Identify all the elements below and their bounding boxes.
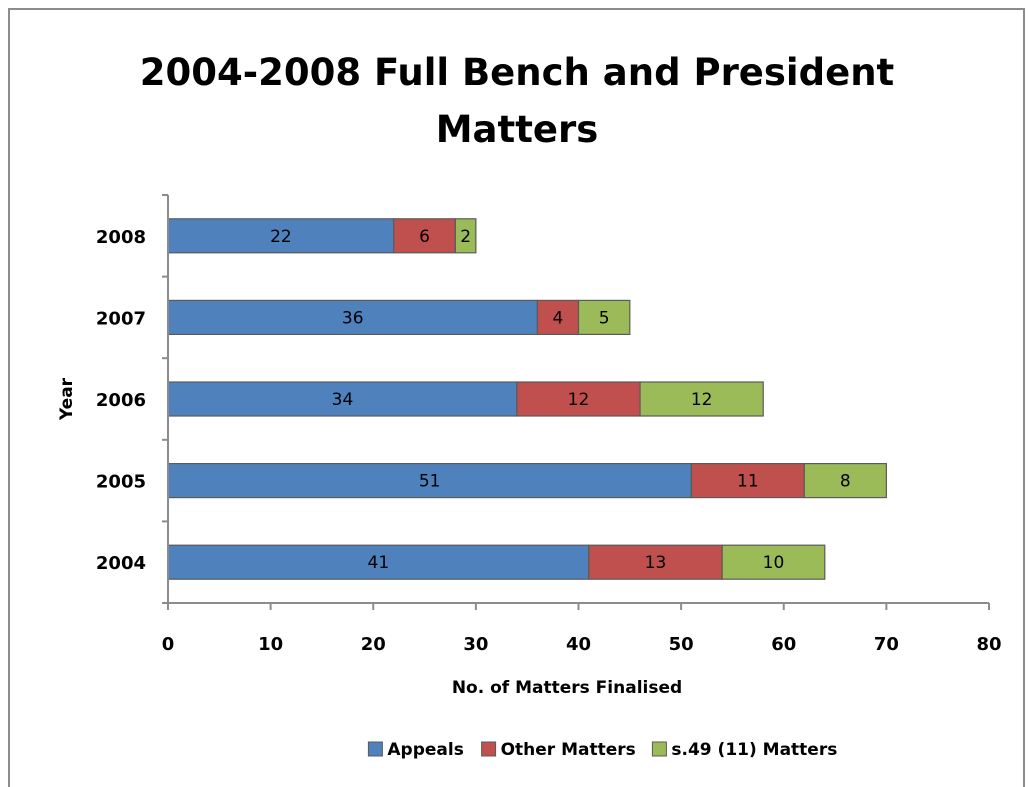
bar-2005-series-2 xyxy=(803,463,887,499)
data-label-2007-series-2: 5 xyxy=(599,308,610,328)
y-tick-label: 2007 xyxy=(96,308,146,329)
chart-title: 2004-2008 Full Bench and President Matte… xyxy=(140,51,894,151)
legend-label-2: s.49 (11) Matters xyxy=(671,740,837,760)
data-label-2006-series-1: 12 xyxy=(568,390,590,410)
x-tick-label: 40 xyxy=(566,634,591,655)
legend-swatch-1 xyxy=(481,741,497,757)
x-tick-label: 80 xyxy=(976,634,1001,655)
legend-label-0: Appeals xyxy=(387,740,463,760)
data-label-2004-series-2: 10 xyxy=(763,553,785,573)
data-label-2006-series-0: 34 xyxy=(332,390,354,410)
x-tick-label: 20 xyxy=(361,634,386,655)
y-axis-title: Year xyxy=(57,377,77,421)
x-tick-label: 10 xyxy=(258,634,283,655)
chart-frame xyxy=(8,8,1025,787)
y-tick-label: 2006 xyxy=(96,390,146,411)
data-label-2005-series-0: 51 xyxy=(419,472,441,492)
data-label-2005-series-1: 11 xyxy=(737,472,759,492)
x-tick-label: 70 xyxy=(874,634,899,655)
data-label-2008-series-1: 6 xyxy=(419,227,430,247)
data-label-2008-series-0: 22 xyxy=(270,227,292,247)
bar-2008-series-2 xyxy=(454,218,477,254)
legend: Appeals Other Matters s.49 (11) Matters xyxy=(367,740,837,760)
data-label-2005-series-2: 8 xyxy=(840,472,851,492)
data-label-2008-series-2: 2 xyxy=(460,227,471,247)
chart-title-line-2: Matters xyxy=(436,108,599,151)
x-tick-label: 30 xyxy=(463,634,488,655)
x-axis-title: No. of Matters Finalised xyxy=(452,678,682,698)
chart-title-line-1: 2004-2008 Full Bench and President xyxy=(140,51,894,94)
legend-swatch-0 xyxy=(367,741,383,757)
x-tick-label: 50 xyxy=(669,634,694,655)
bar-2008-series-1 xyxy=(393,218,456,254)
x-tick-label: 60 xyxy=(771,634,796,655)
legend-swatch-2 xyxy=(651,741,667,757)
bar-2007-series-2 xyxy=(577,299,631,335)
data-label-2006-series-2: 12 xyxy=(691,390,713,410)
bar-2007-series-0 xyxy=(167,299,539,335)
y-tick-label: 2008 xyxy=(96,227,146,248)
data-label-2004-series-1: 13 xyxy=(645,553,667,573)
x-tick-label: 0 xyxy=(162,634,175,655)
y-tick-label: 2004 xyxy=(96,553,146,574)
data-label-2007-series-0: 36 xyxy=(342,308,364,328)
bar-2006-series-2 xyxy=(639,381,764,417)
data-label-2007-series-1: 4 xyxy=(553,308,564,328)
y-tick-label: 2005 xyxy=(96,472,146,493)
bar-2007-series-1 xyxy=(536,299,580,335)
data-label-2004-series-0: 41 xyxy=(368,553,390,573)
bar-2004-series-2 xyxy=(721,544,826,580)
bar-2004-series-1 xyxy=(588,544,723,580)
legend-label-1: Other Matters xyxy=(501,740,636,760)
